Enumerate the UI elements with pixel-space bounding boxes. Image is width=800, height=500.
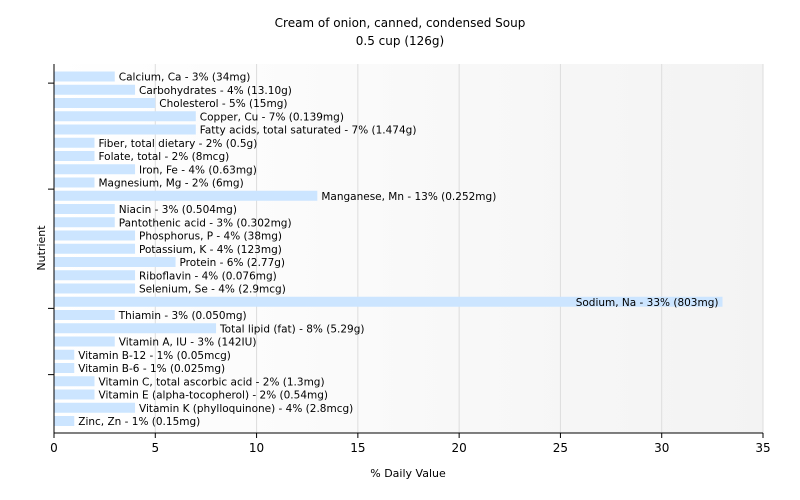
chart-subtitle: 0.5 cup (126g) (356, 34, 444, 48)
x-axis-label: % Daily Value (370, 467, 446, 480)
bar (54, 151, 95, 161)
bar (54, 402, 136, 413)
bar (54, 296, 723, 307)
bar-data-label: Pantothenic acid - 3% (0.302mg) (119, 217, 292, 229)
x-tick-label: 30 (654, 441, 669, 455)
bar (54, 164, 136, 175)
bar (54, 111, 196, 122)
x-tick-label: 20 (452, 441, 467, 455)
bar-data-label: Selenium, Se - 4% (2.9mcg) (139, 284, 286, 296)
bar-data-label: Cholesterol - 5% (15mg) (159, 98, 287, 110)
bar (54, 336, 115, 347)
bar (54, 190, 318, 201)
bar-data-label: Riboflavin - 4% (0.076mg) (139, 270, 277, 282)
bar (54, 310, 115, 320)
y-axis-label: Nutrient (35, 225, 48, 271)
bar (54, 84, 136, 95)
x-tick-label: 0 (50, 441, 58, 455)
x-tick-label: 25 (553, 441, 568, 455)
bar-data-label: Thiamin - 3% (0.050mg) (118, 310, 247, 322)
bar-data-label: Folate, total - 2% (8mcg) (99, 151, 230, 163)
bar (54, 257, 176, 267)
x-tick-label: 15 (350, 441, 365, 455)
bar (54, 243, 136, 254)
bar-data-label: Sodium, Na - 33% (803mg) (576, 297, 719, 309)
bar-data-label: Iron, Fe - 4% (0.63mg) (139, 164, 257, 176)
bar-data-label: Vitamin B-12 - 1% (0.05mcg) (78, 350, 231, 362)
bar (54, 204, 115, 214)
bar-data-label: Vitamin K (phylloquinone) - 4% (2.8mcg) (139, 403, 353, 415)
chart-title: Cream of onion, canned, condensed Soup (275, 16, 526, 30)
bar-data-label: Vitamin B-6 - 1% (0.025mg) (78, 363, 225, 375)
bar (54, 323, 217, 334)
bar-data-label: Zinc, Zn - 1% (0.15mg) (78, 416, 200, 428)
x-tick-label: 35 (755, 441, 770, 455)
bar (54, 376, 95, 387)
bar (54, 416, 75, 426)
bar-data-label: Magnesium, Mg - 2% (6mg) (99, 178, 244, 190)
bar (54, 349, 75, 360)
bar-data-label: Vitamin E (alpha-tocopherol) - 2% (0.54m… (99, 390, 329, 402)
bar-data-label: Manganese, Mn - 13% (0.252mg) (321, 191, 496, 203)
bar-data-label: Fatty acids, total saturated - 7% (1.474… (200, 125, 417, 137)
bar (54, 137, 95, 148)
bar-data-label: Protein - 6% (2.77g) (180, 257, 286, 269)
bar (54, 270, 136, 281)
x-tick-label: 10 (249, 441, 264, 455)
x-tick-label: 5 (151, 441, 159, 455)
axes: 0 5 10 15 20 25 30 35 (48, 64, 771, 455)
bar-data-label: Fiber, total dietary - 2% (0.5g) (99, 138, 258, 150)
bar-data-label: Carbohydrates - 4% (13.10g) (139, 85, 292, 97)
bar-data-label: Copper, Cu - 7% (0.139mg) (200, 111, 344, 123)
bar-data-label: Phosphorus, P - 4% (38mg) (139, 231, 282, 243)
bar (54, 124, 196, 135)
bar-data-label: Total lipid (fat) - 8% (5.29g) (219, 323, 364, 335)
bars: Calcium, Ca - 3% (34mg)Carbohydrates - 4… (54, 71, 723, 428)
bar-data-label: Vitamin A, IU - 3% (142IU) (119, 337, 257, 349)
bar-data-label: Calcium, Ca - 3% (34mg) (119, 72, 251, 84)
bar-data-label: Potassium, K - 4% (123mg) (139, 244, 282, 256)
bar-data-label: Niacin - 3% (0.504mg) (119, 204, 237, 216)
bar (54, 363, 75, 373)
bar-data-label: Vitamin C, total ascorbic acid - 2% (1.3… (99, 376, 325, 388)
bar (54, 389, 95, 400)
bar (54, 98, 156, 108)
bar (54, 177, 95, 188)
bar (54, 71, 115, 82)
bar (54, 283, 136, 294)
bar (54, 230, 136, 241)
bar (54, 217, 115, 228)
